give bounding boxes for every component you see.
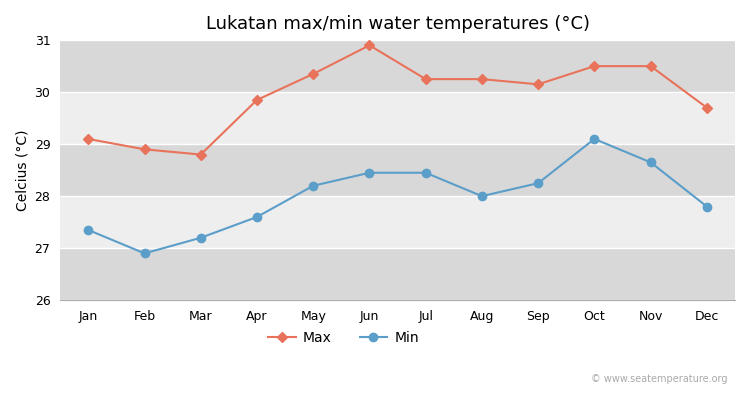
Legend: Max, Min: Max, Min xyxy=(262,325,424,350)
Text: © www.seatemperature.org: © www.seatemperature.org xyxy=(591,374,728,384)
Bar xyxy=(60,40,735,92)
Bar xyxy=(60,92,735,144)
Bar xyxy=(60,144,735,196)
Bar xyxy=(60,248,735,300)
Y-axis label: Celcius (°C): Celcius (°C) xyxy=(15,129,29,211)
Title: Lukatan max/min water temperatures (°C): Lukatan max/min water temperatures (°C) xyxy=(206,15,590,33)
Bar xyxy=(60,196,735,248)
